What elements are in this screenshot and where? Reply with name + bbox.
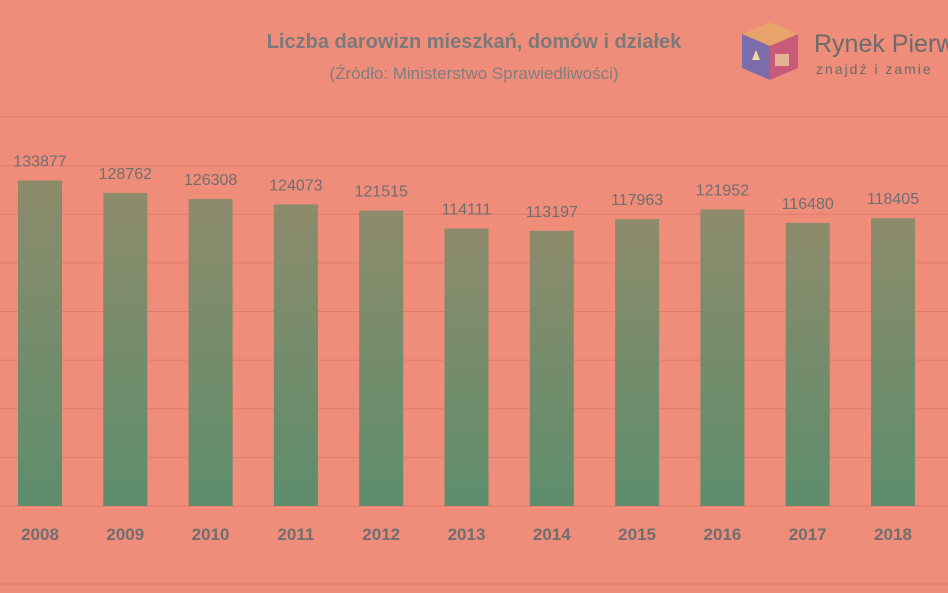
chart-subtitle: (Źródło: Ministerstwo Sprawiedliwości) bbox=[329, 64, 618, 83]
category-label-2009: 2009 bbox=[106, 525, 144, 544]
category-label-2012: 2012 bbox=[362, 525, 400, 544]
value-label-2012: 121515 bbox=[355, 184, 408, 201]
category-label-2014: 2014 bbox=[533, 525, 571, 544]
value-label-2018: 118405 bbox=[867, 191, 919, 208]
bar-2008 bbox=[18, 180, 62, 507]
bar-2011 bbox=[273, 204, 318, 506]
value-label-2016: 121952 bbox=[696, 183, 749, 200]
value-label-2009: 128762 bbox=[99, 166, 152, 183]
category-label-2018: 2018 bbox=[874, 525, 912, 544]
logo-tagline: znajdź i zamie bbox=[816, 61, 933, 77]
value-label-2010: 126308 bbox=[184, 172, 237, 189]
logo: Rynek Pierw znajdź i zamie bbox=[742, 22, 948, 80]
category-label-2008: 2008 bbox=[21, 525, 59, 544]
bar-2015 bbox=[615, 219, 660, 506]
bar-2018 bbox=[871, 218, 915, 506]
category-label-2011: 2011 bbox=[277, 525, 314, 544]
bar-2017 bbox=[785, 222, 830, 507]
chart-title: Liczba darowizn mieszkań, domów i działe… bbox=[267, 31, 682, 53]
bar-2010 bbox=[188, 198, 233, 506]
value-label-2014: 113197 bbox=[526, 204, 578, 221]
logo-name: Rynek Pierw bbox=[814, 30, 948, 58]
category-label-2010: 2010 bbox=[192, 525, 230, 544]
value-label-2011: 124073 bbox=[269, 177, 322, 194]
bar-2013 bbox=[444, 228, 489, 506]
category-labels: 2008 2009 2010 2011 2012 2013 2014 2015 2016 2017… bbox=[21, 525, 912, 544]
value-label-2008: 133877 bbox=[13, 154, 66, 171]
value-label-2013: 114111 bbox=[442, 202, 492, 219]
category-label-2017: 2017 bbox=[789, 525, 827, 544]
bar-2016 bbox=[700, 209, 745, 506]
value-label-2017: 116480 bbox=[782, 196, 834, 213]
value-label-2015: 117963 bbox=[611, 192, 663, 209]
category-label-2013: 2013 bbox=[448, 525, 486, 544]
bar-2014 bbox=[529, 230, 574, 506]
bars bbox=[18, 180, 915, 507]
logo-cube-icon bbox=[742, 22, 798, 80]
bar-2009 bbox=[103, 192, 148, 506]
value-labels: 133877 128762 126308 124073 121515 114111 1131… bbox=[13, 154, 919, 221]
bar-2012 bbox=[359, 210, 404, 506]
category-label-2015: 2015 bbox=[618, 525, 656, 544]
category-label-2016: 2016 bbox=[703, 525, 741, 544]
